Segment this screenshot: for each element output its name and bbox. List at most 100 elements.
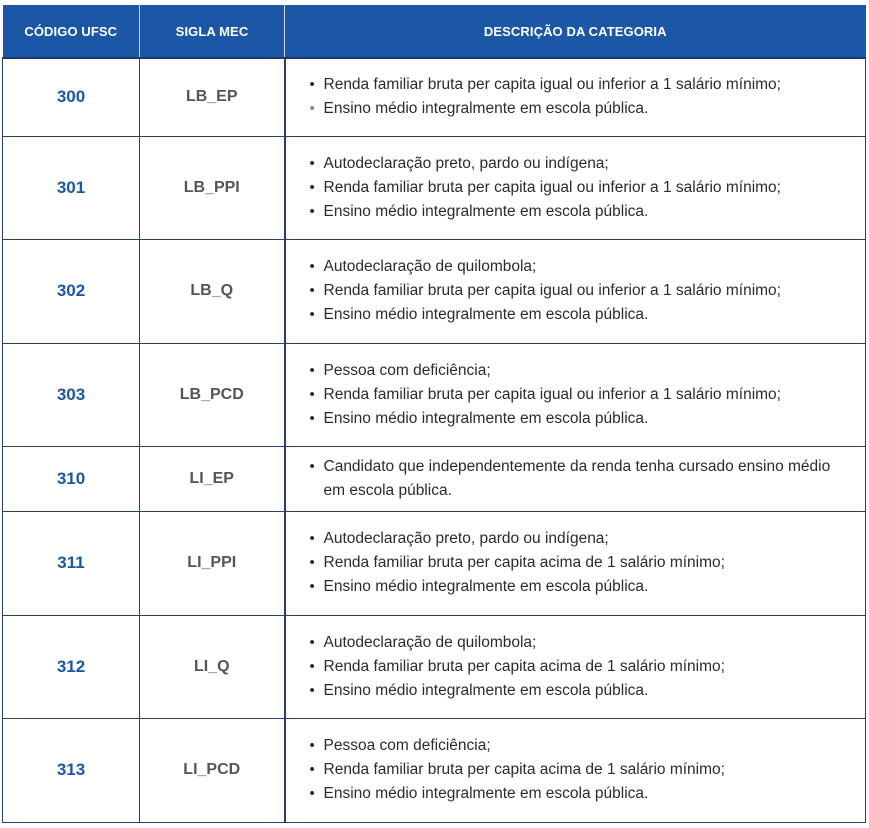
criteria-item: • Renda familiar bruta per capita igual o…	[310, 176, 856, 200]
codigo-ufsc-cell: 311	[2, 510, 140, 616]
criteria-text: Ensino médio integralmente em escola púb…	[323, 578, 649, 595]
criteria-text: Autodeclaração preto, pardo ou indígena;	[323, 154, 609, 172]
sigla-mec-cell: LB_EP	[139, 57, 286, 137]
bullet-icon: •	[309, 554, 315, 571]
criteria-text: Renda familiar bruta per capita acima de…	[323, 554, 725, 571]
descricao-cell: • Autodeclaração de quilombola; • Renda fam…	[284, 238, 866, 344]
criteria-item: • Renda familiar bruta per capita acima d…	[310, 758, 856, 782]
sigla-mec-cell: LI_Q	[139, 614, 286, 719]
header-row: CÓDIGO UFSC SIGLA MEC DESCRIÇÃO DA CATEG…	[2, 5, 866, 59]
bullet-icon: •	[309, 154, 315, 172]
criteria-item: • Autodeclaração preto, pardo ou indígena…	[310, 152, 856, 176]
sigla-mec-cell: LB_PPI	[139, 135, 286, 240]
criteria-list: • Autodeclaração preto, pardo ou indígena…	[310, 152, 856, 224]
criteria-item: • Renda familiar bruta per capita igual o…	[310, 383, 856, 407]
category-table-wrapper: CÓDIGO UFSC SIGLA MEC DESCRIÇÃO DA CATEG…	[2, 5, 866, 823]
codigo-ufsc-cell: 310	[2, 445, 140, 512]
descricao-cell: • Pessoa com deficiência; • Renda familiar …	[284, 717, 866, 823]
bullet-icon: •	[309, 657, 315, 675]
criteria-list: • Autodeclaração de quilombola; • Renda fam…	[310, 631, 856, 703]
criteria-item: • Autodeclaração de quilombola;	[310, 255, 856, 279]
criteria-item: • Ensino médio integralmente em escola pú…	[310, 575, 856, 599]
criteria-item: • Pessoa com deficiência;	[310, 734, 856, 758]
criteria-text: Renda familiar bruta per capita igual ou…	[323, 178, 781, 196]
sigla-mec-cell: LB_Q	[139, 238, 286, 344]
codigo-ufsc-cell: 301	[2, 135, 140, 240]
codigo-ufsc-cell: 312	[2, 614, 140, 719]
criteria-text: Renda familiar bruta per capita igual ou…	[323, 282, 781, 299]
criteria-text: Ensino médio integralmente em escola púb…	[323, 409, 649, 427]
criteria-text: Candidato que independentemente da renda…	[323, 457, 831, 499]
criteria-item: • Renda familiar bruta per capita igual o…	[310, 73, 856, 97]
criteria-item: • Renda familiar bruta per capita acima d…	[310, 551, 856, 575]
criteria-item: • Ensino médio integralmente em escola pú…	[310, 200, 856, 224]
bullet-icon: •	[309, 633, 315, 651]
criteria-text: Ensino médio integralmente em escola púb…	[323, 306, 649, 323]
bullet-icon: •	[309, 76, 315, 94]
criteria-text: Ensino médio integralmente em escola púb…	[323, 785, 649, 802]
table-row: 313 LI_PCD • Pessoa com deficiência; • Renda …	[2, 717, 866, 823]
sigla-mec-cell: LI_PPI	[139, 510, 286, 616]
criteria-text: Pessoa com deficiência;	[323, 737, 491, 754]
criteria-item: • Ensino médio integralmente em escola pú…	[310, 97, 856, 121]
bullet-icon: •	[309, 785, 315, 802]
criteria-item: • Candidato que independentemente da rend…	[310, 455, 856, 503]
criteria-item: • Ensino médio integralmente em escola pú…	[310, 782, 856, 806]
criteria-item: • Pessoa com deficiência;	[310, 359, 856, 383]
descricao-cell: • Autodeclaração de quilombola; • Renda fam…	[284, 614, 866, 719]
sigla-mec-cell: LI_EP	[139, 445, 286, 512]
table-row: 310 LI_EP • Candidato que independentemente…	[2, 445, 866, 512]
sigla-mec-cell: LB_PCD	[139, 342, 286, 447]
bullet-icon: •	[309, 100, 315, 118]
table-row: 311 LI_PPI • Autodeclaração preto, pardo ou…	[2, 510, 866, 616]
criteria-text: Pessoa com deficiência;	[323, 361, 491, 379]
bullet-icon: •	[309, 282, 315, 299]
criteria-list: • Candidato que independentemente da rend…	[310, 455, 856, 503]
criteria-text: Ensino médio integralmente em escola púb…	[323, 100, 649, 118]
criteria-text: Ensino médio integralmente em escola púb…	[323, 202, 649, 220]
table-row: 301 LB_PPI • Autodeclaração preto, pardo ou…	[2, 135, 866, 240]
bullet-icon: •	[309, 530, 315, 547]
codigo-ufsc-cell: 303	[2, 342, 140, 447]
header-codigo-ufsc: CÓDIGO UFSC	[2, 5, 140, 59]
bullet-icon: •	[309, 258, 315, 275]
criteria-text: Autodeclaração preto, pardo ou indígena;	[323, 530, 609, 547]
bullet-icon: •	[309, 361, 315, 379]
codigo-ufsc-cell: 300	[2, 57, 140, 137]
criteria-item: • Renda familiar bruta per capita igual o…	[310, 279, 856, 303]
criteria-list: • Autodeclaração de quilombola; • Renda fam…	[310, 255, 856, 327]
descricao-cell: • Candidato que independentemente da rend…	[284, 445, 866, 512]
criteria-text: Renda familiar bruta per capita acima de…	[323, 761, 725, 778]
bullet-icon: •	[309, 578, 315, 595]
criteria-item: • Ensino médio integralmente em escola pú…	[310, 679, 856, 703]
descricao-cell: • Autodeclaração preto, pardo ou indígena…	[284, 135, 866, 240]
descricao-cell: • Autodeclaração preto, pardo ou indígena…	[284, 510, 866, 616]
table-row: 312 LI_Q • Autodeclaração de quilombola; • Re…	[2, 614, 866, 719]
codigo-ufsc-cell: 313	[2, 717, 140, 823]
header-sigla-mec: SIGLA MEC	[139, 5, 285, 59]
bullet-icon: •	[309, 178, 315, 196]
table-header: CÓDIGO UFSC SIGLA MEC DESCRIÇÃO DA CATEG…	[2, 5, 866, 59]
criteria-text: Ensino médio integralmente em escola púb…	[323, 681, 649, 699]
table-body: 300 LB_EP • Renda familiar bruta per capita…	[2, 57, 866, 823]
bullet-icon: •	[309, 385, 315, 403]
criteria-text: Autodeclaração de quilombola;	[323, 633, 537, 651]
bullet-icon: •	[309, 681, 315, 699]
criteria-text: Renda familiar bruta per capita igual ou…	[323, 76, 781, 94]
criteria-text: Renda familiar bruta per capita igual ou…	[323, 385, 781, 403]
bullet-icon: •	[309, 737, 315, 754]
bullet-icon: •	[309, 761, 315, 778]
descricao-cell: • Renda familiar bruta per capita igual o…	[284, 57, 866, 137]
criteria-list: • Pessoa com deficiência; • Renda familiar …	[310, 359, 856, 431]
criteria-item: • Renda familiar bruta per capita acima d…	[310, 655, 856, 679]
criteria-item: • Ensino médio integralmente em escola pú…	[310, 407, 856, 431]
criteria-item: • Ensino médio integralmente em escola pú…	[310, 303, 856, 327]
criteria-item: • Autodeclaração preto, pardo ou indígena…	[310, 527, 856, 551]
bullet-icon: •	[309, 409, 315, 427]
codigo-ufsc-cell: 302	[2, 238, 140, 344]
criteria-text: Renda familiar bruta per capita acima de…	[323, 657, 725, 675]
bullet-icon: •	[309, 202, 315, 220]
sigla-mec-cell: LI_PCD	[139, 717, 286, 823]
category-table: CÓDIGO UFSC SIGLA MEC DESCRIÇÃO DA CATEG…	[2, 5, 866, 823]
table-row: 302 LB_Q • Autodeclaração de quilombola; • Re…	[2, 238, 866, 344]
